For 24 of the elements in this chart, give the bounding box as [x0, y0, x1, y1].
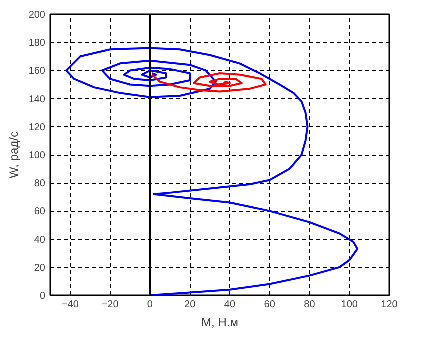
x-tick-label: 80: [304, 300, 316, 310]
x-tick-label: −20: [102, 300, 120, 310]
y-tick-label: 0: [40, 291, 46, 302]
x-tick-label: 120: [381, 300, 398, 310]
line-series: [65, 47, 359, 296]
x-axis-title: M, Н.м: [202, 316, 238, 330]
y-tick-label: 160: [28, 66, 46, 78]
y-tick-label: 60: [34, 206, 46, 218]
x-tick-label: 100: [341, 300, 358, 310]
y-tick-label: 200: [28, 10, 46, 21]
x-tick-label: 60: [264, 300, 276, 310]
y-tick-label: 180: [28, 38, 46, 50]
y-tick-label: 100: [28, 150, 46, 162]
y-axis-title: W, рад/с: [6, 131, 21, 179]
y-tick-label: 20: [34, 262, 46, 274]
y-tick-label: 40: [34, 234, 46, 246]
x-tick-label: 20: [184, 300, 196, 310]
y-tick-label: 80: [34, 178, 46, 190]
x-tick-label: 0: [147, 300, 154, 310]
y-tick-label: 140: [28, 94, 46, 106]
line-series: [151, 72, 267, 93]
x-tick-label: −40: [62, 300, 80, 310]
y-tick-label: 120: [28, 122, 46, 134]
x-tick-label: 40: [224, 300, 236, 310]
